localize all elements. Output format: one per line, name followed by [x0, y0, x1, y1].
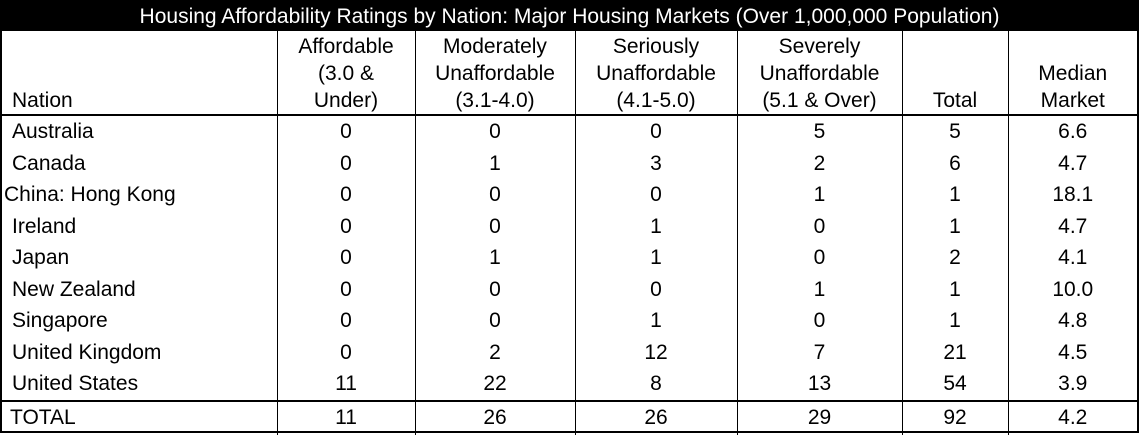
nation-cell: Singapore — [12, 309, 108, 333]
header-row: Nation Affordable (3.0 & Under) Moderate… — [2, 31, 1137, 116]
median-cell: 4.8 — [1007, 305, 1137, 337]
seriously-cell: 0 — [574, 179, 737, 211]
total-severely-cell: 29 — [736, 399, 902, 435]
col-header-moderately-unaffordable: Moderately Unaffordable (3.1-4.0) — [414, 31, 575, 116]
affordable-cell: 0 — [276, 305, 415, 337]
total-cell: 1 — [901, 179, 1008, 211]
total-moderately-cell: 26 — [414, 399, 575, 435]
affordable-cell: 0 — [276, 210, 415, 242]
table-row: New Zealand 0 0 0 1 1 10.0 — [2, 273, 1137, 305]
median-cell: 18.1 — [1007, 179, 1137, 211]
total-cell: 6 — [901, 147, 1008, 179]
col-header-median-market: Median Market — [1007, 31, 1137, 116]
table-row: China: Hong Kong 0 0 0 1 1 18.1 — [2, 179, 1137, 211]
median-cell: 4.7 — [1007, 147, 1137, 179]
ratings-table: Nation Affordable (3.0 & Under) Moderate… — [2, 31, 1137, 435]
seriously-cell: 1 — [574, 242, 737, 274]
nation-cell: Canada — [12, 151, 86, 175]
table-body: Australia 0 0 0 5 5 6.6 Canada 0 1 3 2 6 4.7 China: Ho… — [2, 115, 1137, 401]
seriously-cell: 12 — [574, 336, 737, 368]
moderately-cell: 0 — [414, 210, 575, 242]
total-cell: 1 — [901, 273, 1008, 305]
median-cell: 4.7 — [1007, 210, 1137, 242]
affordable-cell: 0 — [276, 179, 415, 211]
median-cell: 10.0 — [1007, 273, 1137, 305]
affordable-cell: 0 — [276, 115, 415, 148]
total-row: TOTAL 11 26 26 29 92 4.2 — [2, 399, 1137, 435]
table-row: Singapore 0 0 1 0 1 4.8 — [2, 305, 1137, 337]
total-cell: 1 — [901, 305, 1008, 337]
moderately-cell: 0 — [414, 179, 575, 211]
seriously-cell: 1 — [574, 210, 737, 242]
total-median-cell: 4.2 — [1007, 399, 1137, 435]
seriously-cell: 0 — [574, 273, 737, 305]
table-row: United Kingdom 0 2 12 7 21 4.5 — [2, 336, 1137, 368]
seriously-cell: 0 — [574, 115, 737, 148]
nation-cell: Japan — [12, 246, 70, 270]
severely-cell: 7 — [736, 336, 902, 368]
severely-cell: 5 — [736, 115, 902, 148]
col-header-seriously-unaffordable: Seriously Unaffordable (4.1-5.0) — [574, 31, 737, 116]
total-cell: 54 — [901, 368, 1008, 401]
total-seriously-cell: 26 — [574, 399, 737, 435]
affordable-cell: 0 — [276, 336, 415, 368]
col-header-severely-unaffordable: Severely Unaffordable (5.1 & Over) — [736, 31, 902, 116]
total-row-label: TOTAL — [2, 399, 277, 435]
table-row: Japan 0 1 1 0 2 4.1 — [2, 242, 1137, 274]
table-row: United States 11 22 8 13 54 3.9 — [2, 368, 1137, 401]
nation-cell: United States — [12, 372, 139, 396]
total-affordable-cell: 11 — [276, 399, 415, 435]
severely-cell: 0 — [736, 305, 902, 337]
affordable-cell: 0 — [276, 147, 415, 179]
affordable-cell: 0 — [276, 242, 415, 274]
severely-cell: 1 — [736, 179, 902, 211]
median-cell: 4.1 — [1007, 242, 1137, 274]
total-cell: 5 — [901, 115, 1008, 148]
moderately-cell: 0 — [414, 305, 575, 337]
severely-cell: 0 — [736, 242, 902, 274]
median-cell: 4.5 — [1007, 336, 1137, 368]
median-cell: 6.6 — [1007, 115, 1137, 148]
severely-cell: 13 — [736, 368, 902, 401]
nation-cell: New Zealand — [12, 277, 136, 301]
median-cell: 3.9 — [1007, 368, 1137, 401]
moderately-cell: 0 — [414, 273, 575, 305]
moderately-cell: 1 — [414, 147, 575, 179]
total-cell: 1 — [901, 210, 1008, 242]
moderately-cell: 0 — [414, 115, 575, 148]
nation-cell: China: Hong Kong — [4, 183, 176, 207]
nation-cell: Australia — [12, 120, 94, 144]
col-header-nation: Nation — [2, 31, 277, 116]
total-total-cell: 92 — [901, 399, 1008, 435]
moderately-cell: 22 — [414, 368, 575, 401]
table-title: Housing Affordability Ratings by Nation:… — [2, 2, 1137, 31]
seriously-cell: 1 — [574, 305, 737, 337]
table-row: Ireland 0 0 1 0 1 4.7 — [2, 210, 1137, 242]
total-cell: 21 — [901, 336, 1008, 368]
col-header-total: Total — [901, 31, 1008, 116]
severely-cell: 2 — [736, 147, 902, 179]
affordable-cell: 0 — [276, 273, 415, 305]
severely-cell: 0 — [736, 210, 902, 242]
seriously-cell: 8 — [574, 368, 737, 401]
moderately-cell: 2 — [414, 336, 575, 368]
affordable-cell: 11 — [276, 368, 415, 401]
moderately-cell: 1 — [414, 242, 575, 274]
severely-cell: 1 — [736, 273, 902, 305]
table-row: Canada 0 1 3 2 6 4.7 — [2, 147, 1137, 179]
total-cell: 2 — [901, 242, 1008, 274]
nation-cell: Ireland — [12, 214, 77, 238]
table-row: Australia 0 0 0 5 5 6.6 — [2, 115, 1137, 148]
seriously-cell: 3 — [574, 147, 737, 179]
nation-cell: United Kingdom — [12, 340, 162, 364]
col-header-affordable: Affordable (3.0 & Under) — [276, 31, 415, 116]
